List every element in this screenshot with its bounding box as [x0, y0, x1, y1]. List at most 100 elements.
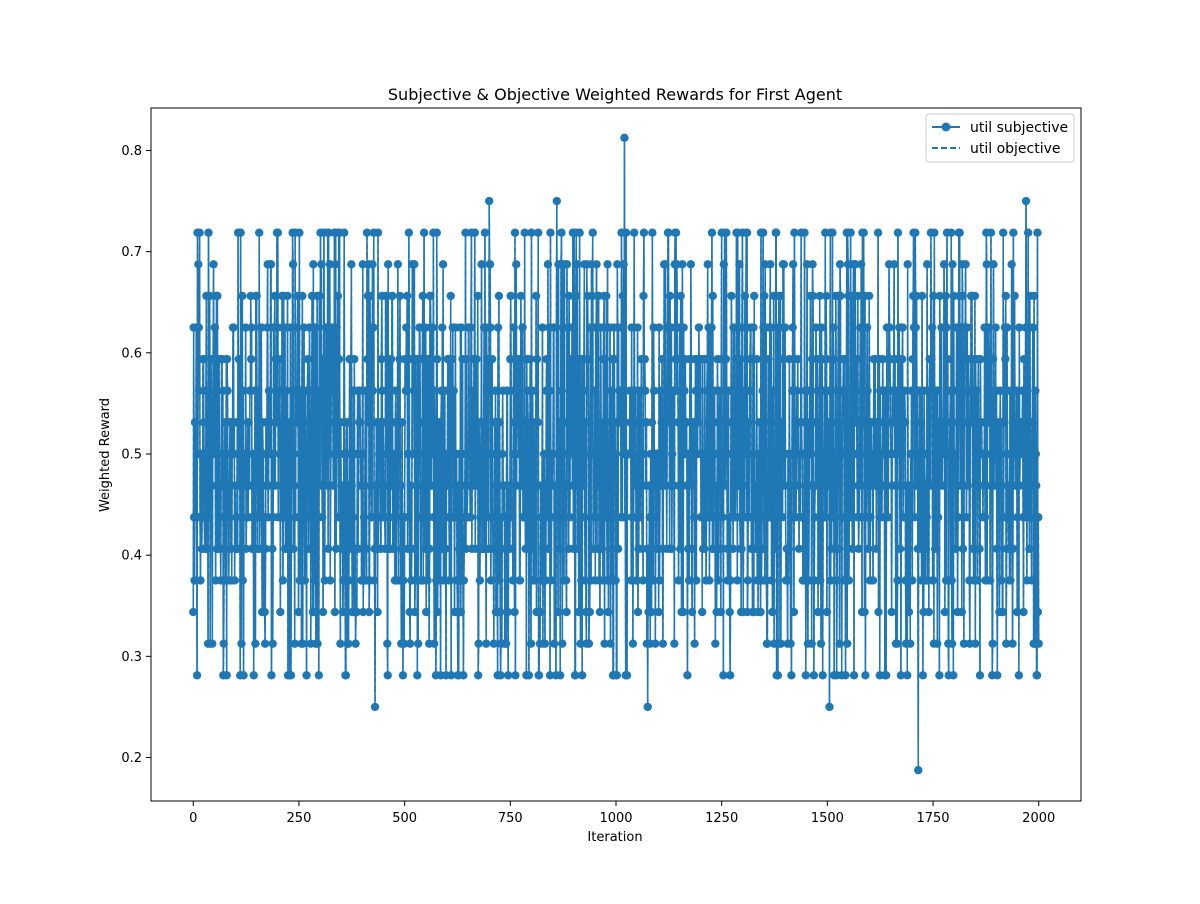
data-point [475, 576, 485, 585]
data-point [929, 291, 938, 301]
data-point [629, 228, 639, 237]
data-point [466, 323, 476, 332]
data-point [316, 386, 326, 395]
series-markers-subjective [189, 133, 1043, 775]
x-axis: 0 250 500 750 1000 1250 1500 1750 2000 [189, 801, 1055, 826]
data-point [606, 513, 616, 522]
data-point [957, 607, 966, 617]
data-point [933, 513, 943, 522]
data-point [290, 481, 299, 490]
data-point [244, 418, 253, 427]
data-point [805, 386, 815, 395]
data-point [705, 576, 714, 585]
data-point [398, 671, 408, 680]
data-point [446, 291, 455, 301]
data-point [664, 418, 674, 427]
data-point [208, 639, 217, 648]
data-point [402, 386, 411, 395]
data-point [687, 607, 697, 617]
data-point [233, 544, 242, 554]
data-point [698, 607, 707, 617]
data-point [556, 418, 565, 427]
data-point [393, 260, 403, 269]
data-point [383, 260, 393, 269]
data-point [576, 639, 585, 648]
data-point [911, 323, 920, 332]
data-point [840, 354, 849, 364]
data-point [317, 260, 326, 269]
data-point [266, 260, 276, 269]
data-point [829, 354, 838, 364]
data-point [508, 576, 518, 585]
data-point [709, 544, 718, 554]
data-point [633, 607, 643, 617]
data-point [424, 354, 433, 364]
data-point [408, 449, 417, 459]
data-point [741, 449, 750, 459]
data-point [312, 513, 321, 522]
data-point [1026, 513, 1035, 522]
data-point [922, 513, 931, 522]
data-point [406, 481, 415, 490]
data-point [595, 513, 604, 522]
data-point [947, 576, 956, 585]
data-point [917, 291, 927, 301]
data-point [959, 639, 969, 648]
data-point [289, 449, 299, 459]
data-point [449, 386, 458, 395]
data-point [770, 449, 779, 459]
data-point [501, 639, 511, 648]
data-point [366, 354, 375, 364]
data-point [656, 386, 665, 395]
data-point [553, 481, 562, 490]
data-point [336, 418, 345, 427]
data-point [866, 513, 875, 522]
data-point [542, 354, 552, 364]
data-point [446, 671, 456, 680]
data-point [830, 449, 840, 459]
data-point [825, 702, 834, 712]
data-point [943, 354, 953, 364]
data-point [821, 291, 831, 301]
data-point [491, 386, 500, 395]
data-point [360, 481, 370, 490]
data-point [939, 260, 949, 269]
data-point [856, 260, 866, 269]
data-point [687, 544, 696, 554]
legend: util subjective util objective [925, 113, 1075, 163]
data-point [204, 386, 214, 395]
data-point [265, 418, 274, 427]
data-point [619, 260, 628, 269]
data-point [991, 481, 1001, 490]
data-point [935, 291, 945, 301]
data-point [447, 354, 457, 364]
data-point [658, 639, 668, 648]
data-point [585, 607, 594, 617]
data-point [711, 639, 720, 648]
data-point [604, 607, 613, 617]
data-point [933, 639, 942, 648]
data-point [946, 386, 955, 395]
data-point [956, 418, 966, 427]
data-point [766, 323, 776, 332]
data-point [665, 291, 675, 301]
data-point [510, 228, 520, 237]
data-point [329, 386, 338, 395]
data-point [826, 576, 835, 585]
data-point [643, 702, 652, 712]
data-point [372, 481, 382, 490]
data-point [767, 576, 776, 585]
data-point [796, 513, 805, 522]
data-point [1029, 291, 1039, 301]
data-point [972, 386, 981, 395]
data-point [968, 418, 977, 427]
data-point [195, 228, 204, 237]
data-point [885, 323, 894, 332]
data-point [383, 671, 392, 680]
data-point [516, 291, 526, 301]
data-point [790, 228, 799, 237]
data-point [473, 671, 483, 680]
data-point [837, 449, 847, 459]
data-point [288, 260, 298, 269]
data-point [613, 260, 622, 269]
